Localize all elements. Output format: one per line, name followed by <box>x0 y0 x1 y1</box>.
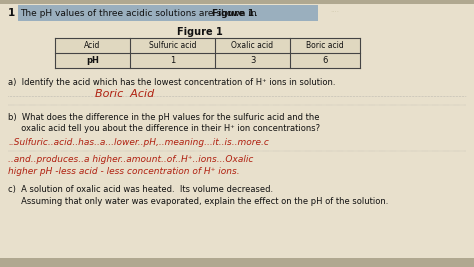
Text: 6: 6 <box>322 56 328 65</box>
Text: Boric  Acid: Boric Acid <box>95 89 154 99</box>
Text: ....: .... <box>330 7 339 13</box>
Text: 1: 1 <box>170 56 175 65</box>
Text: c)  A solution of oxalic acid was heated.  Its volume decreased.: c) A solution of oxalic acid was heated.… <box>8 185 273 194</box>
FancyBboxPatch shape <box>0 258 474 267</box>
Text: Oxalic acid: Oxalic acid <box>231 41 273 50</box>
Text: a)  Identify the acid which has the lowest concentration of H⁺ ions in solution.: a) Identify the acid which has the lowes… <box>8 78 336 87</box>
Text: Sulfuric acid: Sulfuric acid <box>149 41 196 50</box>
Text: Boric acid: Boric acid <box>306 41 344 50</box>
Text: Acid: Acid <box>84 41 100 50</box>
Text: ..Sulfuric..acid..has..a...lower..pH,..meaning...it..is..more.c: ..Sulfuric..acid..has..a...lower..pH,..m… <box>8 138 269 147</box>
Text: Figure 1: Figure 1 <box>177 27 223 37</box>
Text: Figure 1.: Figure 1. <box>212 9 257 18</box>
Text: 1: 1 <box>8 8 15 18</box>
FancyBboxPatch shape <box>55 38 360 68</box>
Text: pH: pH <box>86 56 99 65</box>
FancyBboxPatch shape <box>18 5 318 21</box>
Text: b)  What does the difference in the pH values for the sulfuric acid and the: b) What does the difference in the pH va… <box>8 113 319 122</box>
Text: 3: 3 <box>250 56 255 65</box>
Text: higher pH -less acid - less concentration of H⁺ ions.: higher pH -less acid - less concentratio… <box>8 167 240 176</box>
Text: oxalic acid tell you about the difference in their H⁺ ion concentrations?: oxalic acid tell you about the differenc… <box>8 124 320 133</box>
Text: Assuming that only water was evaporated, explain the effect on the pH of the sol: Assuming that only water was evaporated,… <box>8 197 388 206</box>
FancyBboxPatch shape <box>0 0 474 4</box>
Text: ..and..produces..a higher..amount..of..H⁺..ions...Oxalic: ..and..produces..a higher..amount..of..H… <box>8 155 254 164</box>
Text: The pH values of three acidic solutions are shown in: The pH values of three acidic solutions … <box>20 9 259 18</box>
